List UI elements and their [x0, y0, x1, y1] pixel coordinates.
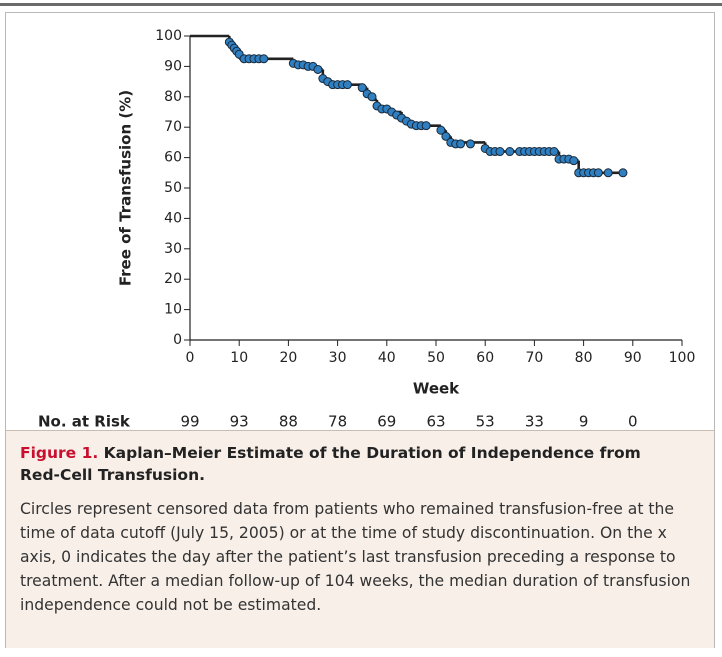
censored-marker — [495, 147, 505, 157]
censored-marker — [421, 121, 431, 131]
y-tick-label: 100 — [155, 28, 182, 44]
caption-heading: Figure 1. Kaplan–Meier Estimate of the D… — [20, 442, 660, 486]
y-tick-label: 30 — [164, 241, 182, 257]
x-tick-label: 60 — [476, 350, 494, 366]
y-tick-label: 90 — [164, 58, 182, 74]
at-risk-value: 88 — [279, 413, 298, 431]
figure-title: Kaplan–Meier Estimate of the Duration of… — [20, 444, 641, 484]
y-tick-label: 0 — [173, 332, 182, 348]
censored-marker — [465, 139, 475, 149]
censored-marker — [441, 131, 451, 141]
caption-text: Circles represent censored data from pat… — [20, 500, 691, 614]
x-tick-label: 0 — [186, 350, 195, 366]
at-risk-label: No. at Risk — [38, 413, 131, 431]
at-risk-value: 69 — [377, 413, 396, 431]
x-tick-label: 70 — [525, 350, 543, 366]
censored-marker — [549, 147, 559, 157]
y-tick-label: 70 — [164, 119, 182, 135]
x-tick-label: 30 — [329, 350, 347, 366]
at-risk-value: 78 — [328, 413, 347, 431]
censored-marker — [436, 125, 446, 135]
caption-box — [6, 430, 714, 648]
at-risk-value: 63 — [426, 413, 445, 431]
y-tick-label: 20 — [164, 271, 182, 287]
x-tick-label: 50 — [427, 350, 445, 366]
at-risk-value: 9 — [579, 413, 589, 431]
censored-marker — [342, 80, 352, 90]
censored-marker — [618, 168, 628, 178]
x-tick-label: 20 — [279, 350, 297, 366]
x-axis-label: Week — [413, 380, 460, 398]
censored-marker — [569, 156, 579, 166]
y-tick-label: 40 — [164, 210, 182, 226]
at-risk-value: 99 — [180, 413, 199, 431]
censored-marker — [357, 83, 367, 93]
censored-marker — [505, 147, 515, 157]
top-rule — [0, 3, 722, 6]
censored-marker — [593, 168, 603, 178]
y-axis-label: Free of Transfusion (%) — [117, 90, 135, 286]
x-tick-label: 100 — [669, 350, 696, 366]
censored-marker — [367, 92, 377, 102]
censored-marker — [456, 139, 466, 149]
censored-marker — [259, 54, 269, 64]
x-tick-label: 90 — [624, 350, 642, 366]
x-tick-label: 10 — [230, 350, 248, 366]
censored-marker — [313, 64, 323, 74]
at-risk-value: 53 — [476, 413, 495, 431]
at-risk-value: 93 — [230, 413, 249, 431]
y-tick-label: 80 — [164, 89, 182, 105]
x-tick-label: 80 — [575, 350, 593, 366]
at-risk-value: 0 — [628, 413, 638, 431]
y-tick-label: 50 — [164, 180, 182, 196]
y-tick-label: 60 — [164, 150, 182, 166]
figure-label: Figure 1. — [20, 444, 99, 462]
x-tick-label: 40 — [378, 350, 396, 366]
chart: Week Free of Transfusion (%) No. at Risk… — [38, 28, 696, 431]
censored-marker — [603, 168, 613, 178]
at-risk-value: 33 — [525, 413, 544, 431]
y-tick-label: 10 — [164, 302, 182, 318]
